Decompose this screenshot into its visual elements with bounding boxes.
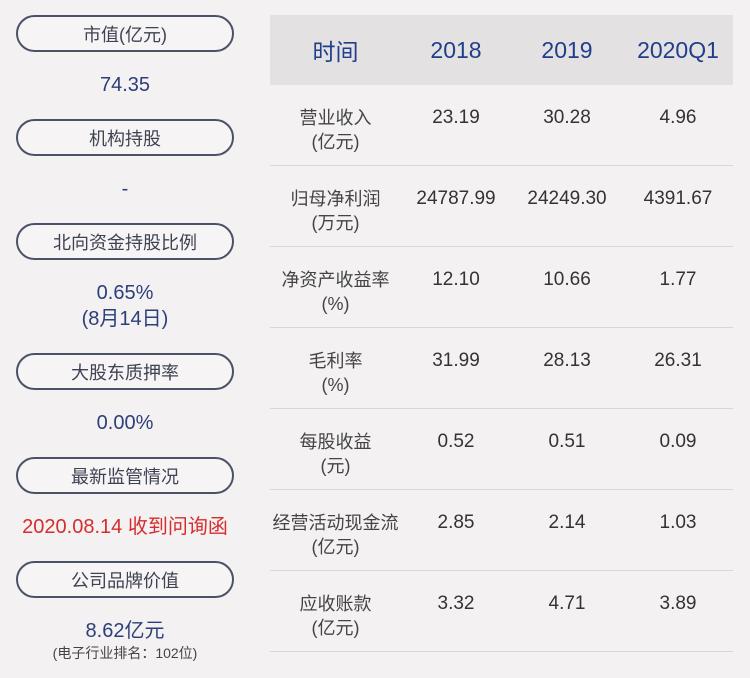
left-panel: 市值(亿元) 74.35 机构持股 - 北向资金持股比例 0.65% (8月14…: [0, 0, 250, 678]
label-regulatory-status: 最新监管情况: [16, 457, 234, 494]
row-label: 净资产收益率 (%): [281, 270, 390, 314]
table-row: 净资产收益率 (%) 12.10 10.66 1.77: [270, 247, 733, 328]
cell: 2.14: [548, 512, 586, 533]
table-row: 归母净利润 (万元) 24787.99 24249.30 4391.67: [270, 166, 733, 247]
label-pledge-ratio: 大股东质押率: [16, 353, 234, 390]
cell: 4391.67: [643, 188, 713, 209]
cell: 10.66: [543, 269, 591, 290]
label-northbound-ratio: 北向资金持股比例: [16, 223, 234, 260]
cell: 3.89: [659, 593, 697, 614]
cell: 1.77: [659, 269, 697, 290]
row-label: 应收账款 (亿元): [299, 594, 372, 638]
row-label: 归母净利润 (万元): [290, 189, 381, 233]
cell: 3.32: [437, 593, 475, 614]
cell: 24249.30: [527, 188, 607, 209]
value-brand-rank: (电子行业排名：102位): [52, 645, 198, 661]
table-row: 每股收益 (元) 0.52 0.51 0.09: [270, 409, 733, 490]
table-row: 经营活动现金流 (亿元) 2.85 2.14 1.03: [270, 490, 733, 571]
cell: 1.03: [659, 512, 697, 533]
row-label: 毛利率 (%): [308, 351, 363, 395]
value-northbound-date: (8月14日): [81, 308, 169, 330]
header-time: 时间: [312, 39, 359, 65]
financial-table: 时间 2018 2019 2020Q1 营业收入 (亿元) 23.19 30.28…: [270, 15, 733, 652]
cell: 24787.99: [416, 188, 496, 209]
value-northbound-ratio: 0.65%: [96, 282, 154, 304]
cell: 23.19: [432, 107, 480, 128]
cell: 30.28: [543, 107, 591, 128]
value-brand-value: 8.62亿元: [85, 620, 165, 642]
cell: 0.09: [659, 431, 697, 452]
value-institutional-holdings: -: [121, 178, 129, 200]
cell: 28.13: [543, 350, 591, 371]
row-label: 经营活动现金流 (亿元): [272, 513, 399, 557]
cell: 31.99: [432, 350, 480, 371]
table-header: 时间 2018 2019 2020Q1: [270, 15, 733, 85]
cell: 4.96: [659, 107, 697, 128]
cell: 2.85: [437, 512, 475, 533]
label-institutional-holdings: 机构持股: [16, 119, 234, 156]
cell: 12.10: [432, 269, 480, 290]
header-2019: 2019: [541, 36, 593, 63]
table-row: 营业收入 (亿元) 23.19 30.28 4.96: [270, 85, 733, 166]
label-market-cap: 市值(亿元): [16, 15, 234, 52]
table-row: 应收账款 (亿元) 3.32 4.71 3.89: [270, 571, 733, 652]
row-label: 每股收益 (元): [299, 432, 372, 476]
row-label: 营业收入 (亿元): [299, 108, 372, 152]
value-regulatory-status: 2020.08.14 收到问询函: [22, 516, 228, 538]
table-row: 毛利率 (%) 31.99 28.13 26.31: [270, 328, 733, 409]
header-2020q1: 2020Q1: [637, 36, 719, 63]
value-market-cap: 74.35: [99, 74, 151, 96]
value-pledge-ratio: 0.00%: [96, 412, 154, 434]
cell: 26.31: [654, 350, 702, 371]
cell: 4.71: [548, 593, 586, 614]
cell: 0.51: [548, 431, 586, 452]
header-2018: 2018: [430, 36, 482, 63]
cell: 0.52: [437, 431, 475, 452]
label-brand-value: 公司品牌价值: [16, 561, 234, 598]
